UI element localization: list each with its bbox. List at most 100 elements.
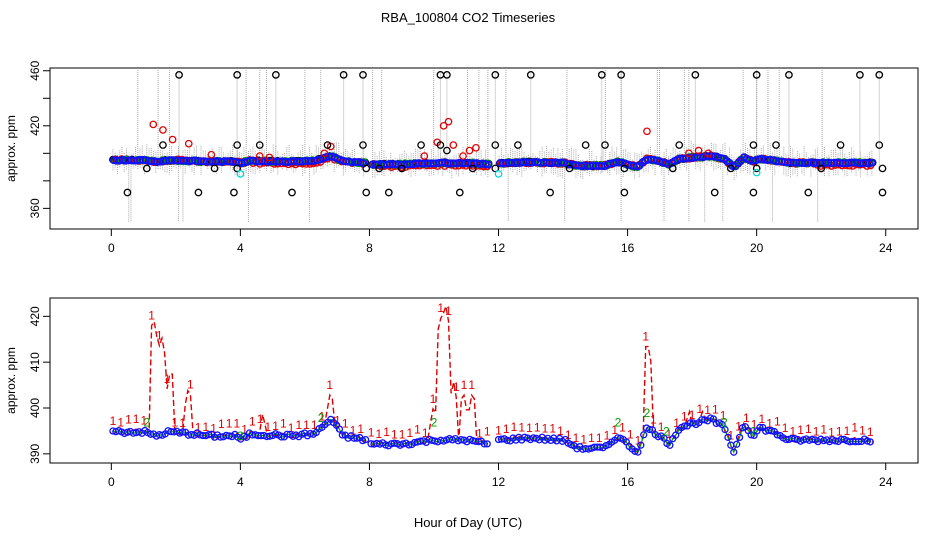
red-series-label: 1 bbox=[476, 427, 483, 441]
blue-point bbox=[666, 441, 674, 449]
red-series-label: 1 bbox=[658, 420, 665, 434]
red-series-label: 1 bbox=[549, 422, 556, 436]
red-series-label: 1 bbox=[311, 418, 318, 432]
black-outlier bbox=[491, 141, 500, 149]
black-outlier bbox=[749, 141, 758, 149]
black-outlier bbox=[491, 164, 500, 173]
red-series-label: 1 bbox=[117, 416, 124, 430]
red-series-label: 1 bbox=[704, 403, 711, 417]
red-spike-point bbox=[207, 150, 216, 159]
cyan-point bbox=[236, 170, 245, 178]
red-series-label: 1 bbox=[391, 428, 398, 442]
y-tick-label: 360 bbox=[28, 198, 42, 218]
x-tick-label: 4 bbox=[237, 475, 244, 489]
black-outlier bbox=[514, 141, 522, 149]
red-series-label: 1 bbox=[503, 422, 510, 436]
red-series-label: 1 bbox=[596, 431, 603, 445]
red-spike-point bbox=[265, 153, 274, 162]
cyan-point bbox=[494, 170, 503, 178]
blue-point bbox=[767, 427, 776, 435]
black-outlier bbox=[772, 141, 780, 149]
x-tick-label: 0 bbox=[108, 475, 115, 489]
red-series-label: 1 bbox=[303, 418, 310, 432]
y-tick-label: 410 bbox=[28, 352, 42, 372]
black-outlier-high bbox=[617, 71, 625, 79]
x-tick-label: 16 bbox=[621, 475, 635, 489]
blue-point bbox=[205, 430, 213, 439]
blue-point bbox=[854, 437, 863, 446]
black-outlier bbox=[752, 164, 761, 173]
blue-point bbox=[266, 432, 274, 440]
black-outlier bbox=[875, 141, 884, 149]
red-series-label: 1 bbox=[635, 434, 642, 448]
blue-point bbox=[631, 447, 639, 455]
red-series-label: 1 bbox=[233, 417, 240, 431]
black-outlier-high bbox=[443, 71, 451, 79]
y-tick-label: 420 bbox=[28, 306, 42, 326]
x-tick-label: 12 bbox=[492, 241, 506, 255]
red-series-label: 1 bbox=[611, 423, 618, 437]
green-series-label: 2 bbox=[644, 406, 651, 420]
blue-point bbox=[756, 423, 764, 432]
red-series-label: 1 bbox=[619, 421, 626, 435]
red-series-label: 1 bbox=[148, 309, 155, 323]
black-outlier bbox=[159, 141, 167, 149]
red-series-label: 1 bbox=[588, 431, 595, 445]
y-axis-label: approx. ppm bbox=[4, 347, 18, 414]
red-series-label: 1 bbox=[828, 425, 835, 439]
green-series-label: 2 bbox=[663, 425, 670, 439]
black-outlier-high bbox=[359, 71, 367, 79]
black-outlier bbox=[142, 164, 151, 173]
black-outlier-high bbox=[436, 71, 445, 79]
blue-point bbox=[680, 422, 689, 430]
red-series-label: 1 bbox=[195, 420, 202, 434]
red-series-label: 1 bbox=[642, 330, 649, 344]
red-series-label: 1 bbox=[743, 411, 750, 425]
black-outlier-low bbox=[878, 188, 887, 197]
black-outlier-high bbox=[175, 71, 183, 79]
red-series-label: 1 bbox=[187, 377, 194, 391]
black-outlier-low bbox=[546, 188, 554, 197]
blue-point bbox=[637, 441, 645, 449]
red-series-label: 1 bbox=[264, 420, 271, 434]
black-outlier-low bbox=[804, 188, 813, 197]
black-outlier-high bbox=[233, 71, 242, 79]
red-series-label: 1 bbox=[203, 420, 210, 434]
red-spike-point bbox=[420, 152, 429, 160]
red-series-label: 1 bbox=[172, 416, 179, 430]
black-outlier-high bbox=[875, 71, 884, 79]
red-series-label: 1 bbox=[383, 425, 390, 439]
y-tick-label: 400 bbox=[28, 398, 42, 418]
grey-range-lines bbox=[112, 70, 880, 223]
red-series-label: 1 bbox=[813, 424, 820, 438]
x-tick-label: 8 bbox=[366, 241, 373, 255]
blue-point bbox=[480, 440, 488, 448]
red-spike-point bbox=[159, 126, 167, 134]
black-outlier bbox=[620, 164, 629, 173]
blue-point bbox=[353, 434, 361, 442]
black-outlier-high bbox=[856, 71, 864, 79]
x-tick-label: 24 bbox=[879, 475, 893, 489]
red-series-label: 1 bbox=[319, 410, 326, 424]
red-series-label: 1 bbox=[210, 421, 217, 435]
black-outlier bbox=[359, 141, 367, 149]
blue-point bbox=[660, 434, 668, 442]
blue-point bbox=[733, 440, 741, 448]
x-tick-label: 20 bbox=[750, 475, 764, 489]
cyan-point bbox=[752, 168, 761, 177]
red-series-label: 1 bbox=[468, 378, 475, 392]
red-series-label: 1 bbox=[526, 421, 533, 435]
y-tick-label: 390 bbox=[28, 444, 42, 464]
red-series-label: 1 bbox=[257, 412, 264, 426]
red-series-label: 1 bbox=[422, 426, 429, 440]
x-tick-label: 16 bbox=[621, 241, 635, 255]
black-outlier-high bbox=[752, 71, 761, 79]
red-series-label: 1 bbox=[805, 422, 812, 436]
blue-point bbox=[481, 160, 490, 169]
black-outlier-low bbox=[194, 188, 203, 197]
red-series-label: 1 bbox=[720, 409, 727, 423]
red-series-label: 1 bbox=[859, 424, 866, 438]
red-series-label: 1 bbox=[179, 416, 186, 430]
red-series-label: 1 bbox=[342, 417, 349, 431]
